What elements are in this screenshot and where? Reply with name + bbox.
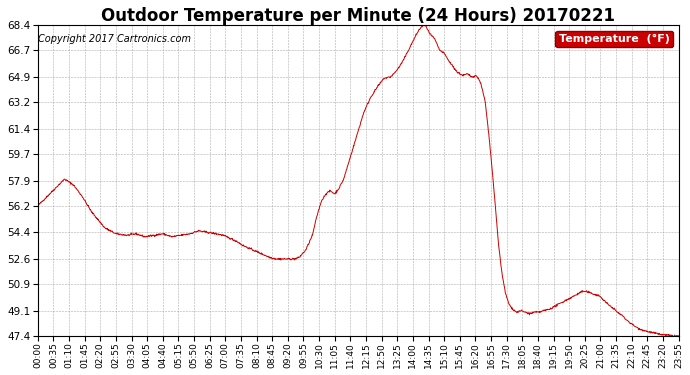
Legend: Temperature  (°F): Temperature (°F) [555,31,673,47]
Text: Copyright 2017 Cartronics.com: Copyright 2017 Cartronics.com [39,34,191,44]
Title: Outdoor Temperature per Minute (24 Hours) 20170221: Outdoor Temperature per Minute (24 Hours… [101,7,615,25]
